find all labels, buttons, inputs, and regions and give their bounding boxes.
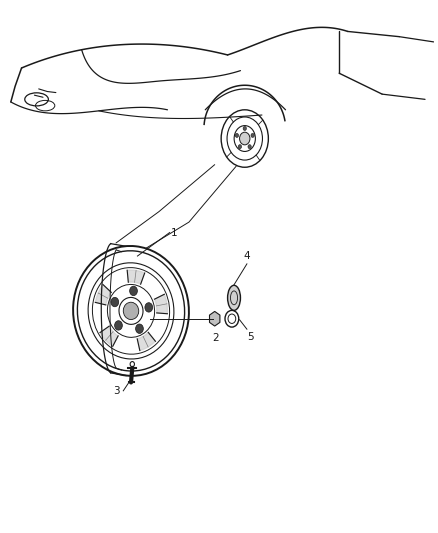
Circle shape: [136, 324, 143, 334]
Circle shape: [238, 144, 241, 149]
Text: 3: 3: [113, 386, 120, 396]
Text: 1: 1: [171, 228, 177, 238]
Ellipse shape: [228, 285, 240, 310]
Circle shape: [145, 303, 152, 312]
Circle shape: [243, 126, 247, 131]
Circle shape: [235, 133, 239, 138]
Polygon shape: [137, 333, 155, 351]
Text: 2: 2: [212, 333, 219, 343]
Text: 4: 4: [244, 251, 250, 261]
Polygon shape: [100, 326, 118, 346]
Polygon shape: [127, 270, 145, 284]
Ellipse shape: [123, 302, 139, 320]
Circle shape: [251, 133, 254, 138]
Polygon shape: [155, 294, 167, 314]
Circle shape: [130, 286, 138, 296]
Circle shape: [248, 144, 251, 149]
Text: 5: 5: [247, 332, 254, 342]
Polygon shape: [95, 285, 111, 305]
Circle shape: [115, 321, 122, 330]
Circle shape: [240, 132, 250, 145]
Circle shape: [111, 297, 119, 307]
Polygon shape: [209, 311, 220, 326]
